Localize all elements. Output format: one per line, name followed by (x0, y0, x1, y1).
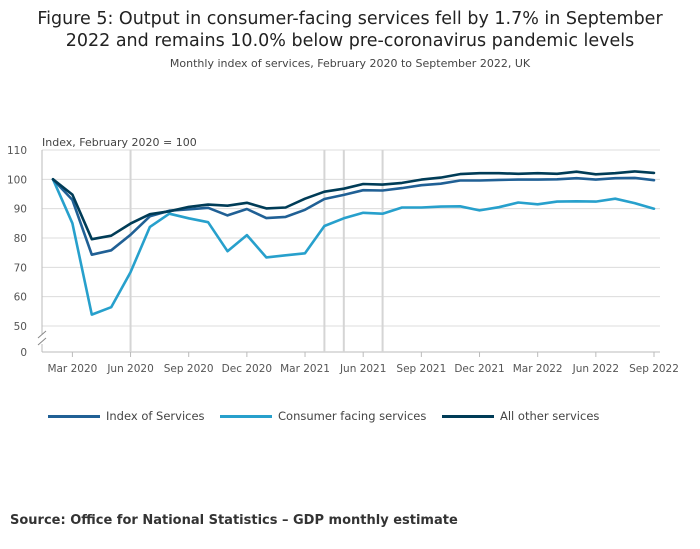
chart-title-line-1: Figure 5: Output in consumer-facing serv… (37, 9, 663, 29)
y-tick-label-80: 80 (14, 233, 27, 245)
x-tick-label-2: Sep 2020 (164, 363, 214, 375)
legend-swatch-consumer-facing (220, 414, 272, 418)
x-tick-label-9: Jun 2022 (572, 363, 619, 375)
x-tick-label-0: Mar 2020 (47, 363, 97, 375)
y-axis-label: Index, February 2020 = 100 (42, 136, 197, 149)
x-tick-label-1: Jun 2020 (106, 363, 153, 375)
y-tick-label-90: 90 (14, 204, 27, 216)
y-tick-label-70: 70 (14, 262, 27, 274)
x-tick-label-8: Mar 2022 (513, 363, 563, 375)
x-tick-label-10: Sep 2022 (629, 363, 679, 375)
series-line-index-of-services (51, 176, 656, 256)
chart-title-line-2: 2022 and remains 10.0% below pre-coronav… (65, 31, 635, 51)
axis-break-mark-1 (37, 330, 47, 339)
x-tick-label-4: Mar 2021 (280, 363, 330, 375)
legend-swatch-all-other-services (442, 414, 494, 418)
legend-item-all-other-services: All other services (442, 409, 599, 423)
legend-swatch-index-of-services (48, 414, 100, 418)
series-line-all-other-services (51, 170, 656, 241)
legend-item-index-of-services: Index of Services (48, 409, 205, 423)
legend-item-consumer-facing: Consumer facing services (220, 409, 426, 423)
legend-label-all-other-services: All other services (500, 409, 600, 423)
chart-subtitle: Monthly index of services, February 2020… (169, 57, 531, 70)
source-note: Source: Office for National Statistics –… (10, 513, 458, 528)
x-tick-label-6: Sep 2021 (396, 363, 446, 375)
y-tick-label-110: 110 (7, 145, 27, 157)
legend-label-index-of-services: Index of Services (106, 409, 205, 423)
legend-label-consumer-facing: Consumer facing services (278, 409, 427, 423)
y-tick-label-0: 0 (20, 347, 27, 359)
y-tick-label-100: 100 (7, 174, 27, 186)
series-line-consumer-facing-services (51, 178, 656, 316)
axis-break-mark-2 (37, 337, 47, 346)
y-tick-label-50: 50 (14, 321, 27, 333)
x-tick-label-5: Jun 2021 (339, 363, 386, 375)
y-tick-label-60: 60 (14, 292, 27, 304)
chart-title: Figure 5: Output in consumer-facing serv… (0, 8, 700, 52)
x-tick-label-3: Dec 2020 (222, 363, 272, 375)
x-tick-label-7: Dec 2021 (454, 363, 504, 375)
